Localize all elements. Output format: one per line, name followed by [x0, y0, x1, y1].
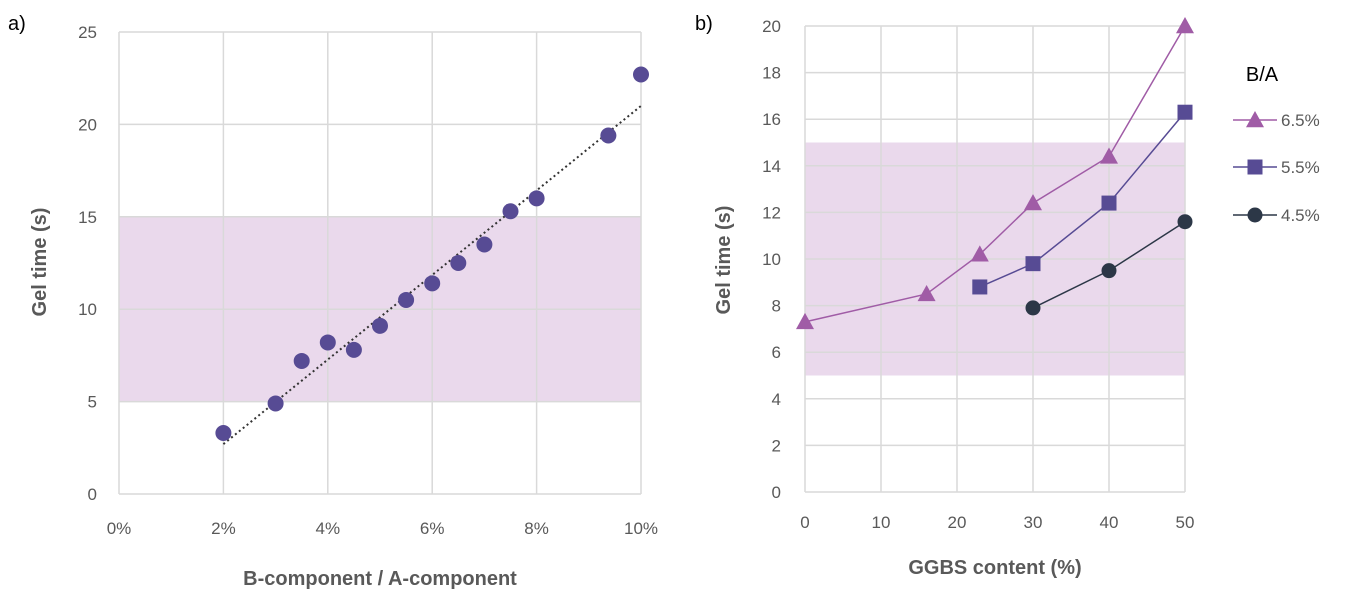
- y-tick-label: 25: [78, 23, 97, 42]
- data-point: [424, 275, 441, 292]
- series-square: [972, 104, 1193, 295]
- y-tick-label: 16: [762, 110, 781, 129]
- y-tick-label: 6: [772, 343, 781, 362]
- x-tick-label: 30: [1024, 513, 1043, 532]
- panel-label-a: a): [8, 13, 26, 35]
- x-axis-title-a: B-component / A-component: [243, 568, 517, 590]
- x-tick-label: 10%: [624, 519, 658, 538]
- x-tick-label: 6%: [420, 519, 445, 538]
- y-axis-title-b: Gel time (s): [713, 206, 735, 315]
- x-tick-label: 50: [1176, 513, 1195, 532]
- data-point: [1101, 195, 1117, 211]
- x-tick-label: 20: [948, 513, 967, 532]
- x-tick-label: 0: [800, 513, 809, 532]
- data-point: [1100, 147, 1118, 164]
- chart-b: b) 0 10 20 30 40 50 0 2 4 6 8 10 12 14 16 18 20 GGBS co…: [695, 13, 1320, 579]
- y-tick-label: 20: [762, 17, 781, 36]
- data-point: [267, 395, 284, 412]
- data-point: [1025, 256, 1041, 272]
- data-point: [215, 425, 232, 442]
- data-point: [1101, 263, 1117, 279]
- legend-label: 5.5%: [1281, 158, 1320, 177]
- data-point: [1025, 300, 1041, 316]
- data-point: [502, 203, 519, 220]
- grid-a: [118, 31, 642, 495]
- y-tick-label: 8: [772, 297, 781, 316]
- data-point: [1177, 104, 1193, 120]
- legend: 6.5% 5.5% 4.5%: [1233, 111, 1320, 225]
- legend-label: 4.5%: [1281, 206, 1320, 225]
- data-point: [1177, 214, 1193, 230]
- data-point: [1176, 17, 1194, 34]
- data-point: [528, 190, 545, 207]
- series-line: [804, 25, 1186, 323]
- series-circle: [1025, 214, 1193, 316]
- y-tick-label: 10: [762, 250, 781, 269]
- panel-label-b: b): [695, 13, 713, 35]
- legend-item: 5.5%: [1233, 158, 1320, 177]
- y-ticks-b: 0 2 4 6 8 10 12 14 16 18 20: [762, 17, 781, 502]
- y-tick-label: 10: [78, 300, 97, 319]
- data-point: [633, 66, 649, 83]
- y-tick-label: 0: [772, 483, 781, 502]
- data-point: [345, 341, 362, 358]
- data-point: [1024, 194, 1042, 211]
- legend-marker: [1247, 207, 1263, 223]
- y-tick-label: 14: [762, 157, 781, 176]
- x-tick-label: 40: [1100, 513, 1119, 532]
- data-point: [293, 352, 310, 369]
- series-triangle: [796, 17, 1194, 330]
- x-axis-title-b: GGBS content (%): [908, 557, 1081, 579]
- legend-item: 6.5%: [1233, 111, 1320, 130]
- points-a: [215, 66, 649, 442]
- x-ticks-b: 0 10 20 30 40 50: [800, 513, 1194, 532]
- data-point: [398, 291, 415, 308]
- y-ticks-a: 0 5 10 15 20 25: [78, 23, 97, 504]
- x-ticks-a: 0% 2% 4% 6% 8% 10%: [107, 519, 658, 538]
- x-tick-label: 10: [872, 513, 891, 532]
- data-point: [450, 255, 467, 271]
- series-line: [979, 111, 1186, 288]
- series-b: [796, 17, 1194, 330]
- data-point: [372, 317, 388, 334]
- x-tick-label: 8%: [524, 519, 549, 538]
- y-tick-label: 5: [88, 393, 97, 412]
- chart-a: a) 0% 2% 4% 6% 8% 10% 0 5 10 15 20 25 B-component …: [8, 13, 658, 590]
- y-tick-label: 15: [78, 208, 97, 227]
- x-tick-label: 4%: [316, 519, 341, 538]
- data-point: [600, 127, 617, 144]
- data-point: [796, 312, 814, 330]
- y-tick-label: 20: [78, 115, 97, 134]
- x-tick-label: 2%: [211, 519, 236, 538]
- y-tick-label: 12: [762, 203, 781, 222]
- data-point: [476, 236, 493, 253]
- y-tick-label: 0: [88, 485, 97, 504]
- y-tick-label: 18: [762, 64, 781, 83]
- y-tick-label: 4: [772, 390, 781, 409]
- x-tick-label: 0%: [107, 519, 132, 538]
- y-tick-label: 2: [772, 436, 781, 455]
- y-axis-title-a: Gel time (s): [29, 208, 51, 317]
- data-point: [319, 334, 336, 351]
- data-point: [917, 284, 936, 302]
- legend-item: 4.5%: [1233, 206, 1320, 225]
- legend-label: 6.5%: [1281, 111, 1320, 130]
- data-point: [970, 245, 989, 262]
- legend-marker: [1246, 111, 1264, 128]
- data-point: [972, 279, 988, 295]
- legend-marker: [1247, 159, 1263, 175]
- legend-title: B/A: [1246, 64, 1279, 86]
